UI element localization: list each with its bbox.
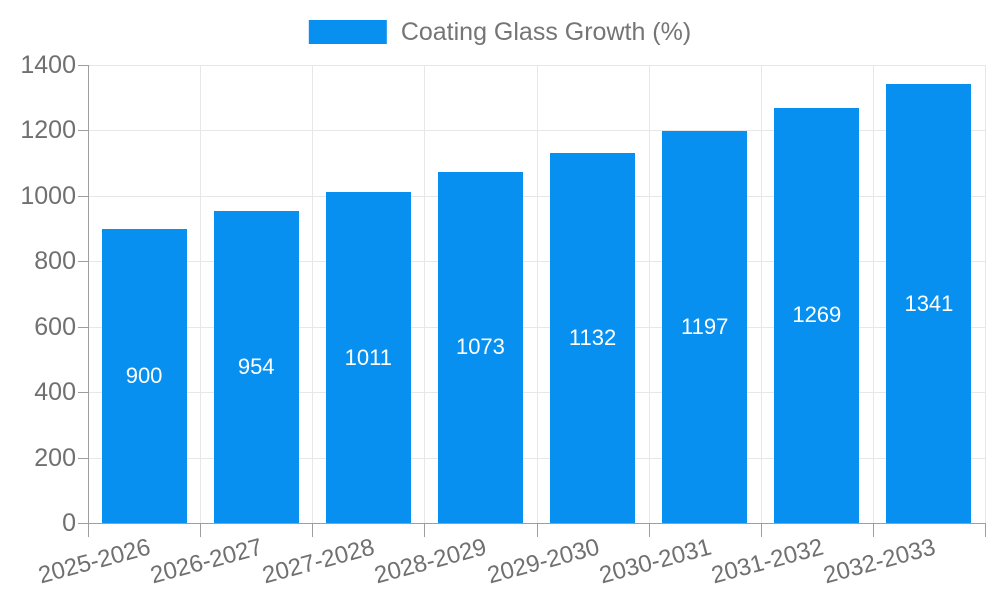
y-tick-label: 200	[34, 443, 76, 472]
y-tick-label: 600	[34, 312, 76, 341]
y-axis-tick	[78, 261, 88, 263]
chart-legend: Coating Glass Growth (%)	[308, 18, 692, 46]
x-axis-tick	[536, 523, 538, 537]
bar[interactable]: 1269	[774, 107, 860, 523]
bar-value-label: 1341	[904, 290, 954, 316]
bar-value-label: 1132	[568, 324, 617, 350]
legend-label: Coating Glass Growth (%)	[400, 18, 692, 46]
y-axis-tick	[78, 457, 88, 459]
bar[interactable]: 1132	[550, 152, 636, 523]
y-tick-label: 1200	[20, 116, 76, 145]
x-axis-tick	[424, 523, 426, 537]
y-tick-label: 0	[62, 509, 76, 537]
y-axis-tick	[78, 392, 88, 394]
y-axis-tick	[78, 195, 88, 197]
y-axis-line	[88, 65, 89, 537]
x-axis-line	[78, 523, 985, 524]
legend-swatch-icon	[308, 20, 387, 44]
y-axis-tick	[78, 65, 88, 66]
gridline-vertical	[648, 65, 650, 523]
x-axis-tick	[872, 523, 874, 537]
bar-value-label: 954	[237, 353, 275, 379]
x-axis-tick	[760, 523, 762, 537]
y-tick-label: 1000	[20, 181, 76, 210]
gridline-vertical	[872, 65, 874, 523]
bar[interactable]: 1011	[325, 192, 411, 523]
gridline-vertical	[536, 65, 538, 523]
gridline-vertical	[985, 65, 986, 523]
y-axis-tick	[78, 326, 88, 328]
bar[interactable]: 1073	[437, 171, 523, 523]
y-tick-label: 800	[34, 247, 76, 276]
bar[interactable]: 900	[101, 228, 187, 523]
gridline-vertical	[200, 65, 202, 523]
y-tick-label: 400	[34, 378, 76, 407]
x-axis-tick	[985, 523, 986, 537]
bar[interactable]: 954	[213, 210, 299, 523]
legend-item[interactable]: Coating Glass Growth (%)	[308, 18, 692, 46]
x-axis-tick	[312, 523, 314, 537]
bar-value-label: 1269	[792, 302, 842, 328]
bar-value-label: 900	[125, 362, 163, 388]
bar-value-label: 1197	[681, 314, 729, 340]
bar[interactable]: 1197	[662, 131, 748, 523]
bar-value-label: 1073	[455, 334, 505, 360]
bar-value-label: 1011	[344, 344, 392, 370]
x-axis-tick	[648, 523, 650, 537]
y-axis-tick	[78, 130, 88, 132]
bar[interactable]: 1341	[886, 84, 972, 523]
x-axis-tick	[200, 523, 202, 537]
gridline-vertical	[424, 65, 426, 523]
y-tick-label: 1400	[20, 51, 76, 79]
gridline-vertical	[312, 65, 314, 523]
gridline-vertical	[760, 65, 762, 523]
